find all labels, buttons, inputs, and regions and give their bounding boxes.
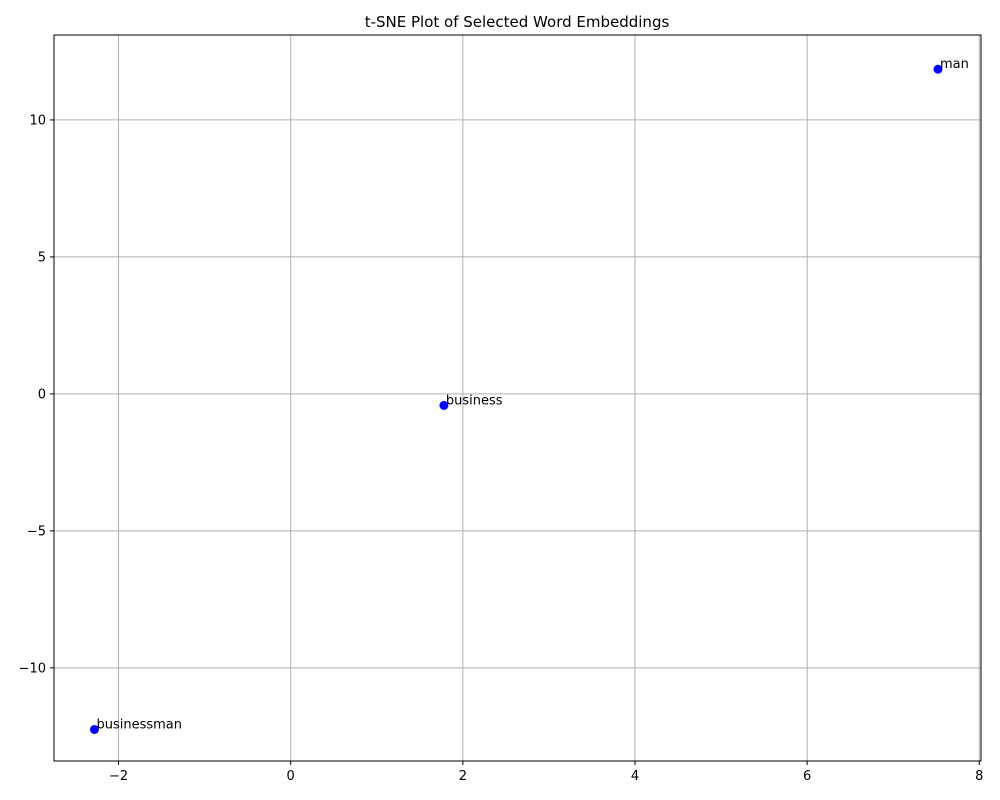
data-point-label: man [940, 57, 969, 72]
y-tick-label: 0 [38, 387, 46, 402]
plot-frame [53, 34, 982, 762]
data-point [933, 64, 943, 74]
x-tick-label: 8 [975, 769, 983, 784]
chart-title: t-SNE Plot of Selected Word Embeddings [365, 13, 670, 31]
x-tick-label: 4 [631, 769, 639, 784]
data-point-label: business [446, 393, 503, 408]
data-point [439, 400, 449, 410]
tick-layer: −2 0 2 4 6 8 −10 −5 0 5 10 [19, 113, 984, 784]
y-tick-label: −10 [19, 661, 46, 676]
data-point [89, 724, 99, 734]
x-tick-label: 0 [287, 769, 295, 784]
grid-layer [54, 35, 981, 761]
x-tick-label: 6 [803, 769, 811, 784]
data-point-label: businessman [96, 717, 182, 732]
point-layer: man business businessman [89, 57, 969, 734]
y-tick-label: −5 [27, 524, 46, 539]
x-tick-label: −2 [109, 769, 128, 784]
y-tick-label: 5 [38, 250, 46, 265]
y-tick-label: 10 [29, 113, 46, 128]
x-tick-label: 2 [459, 769, 467, 784]
